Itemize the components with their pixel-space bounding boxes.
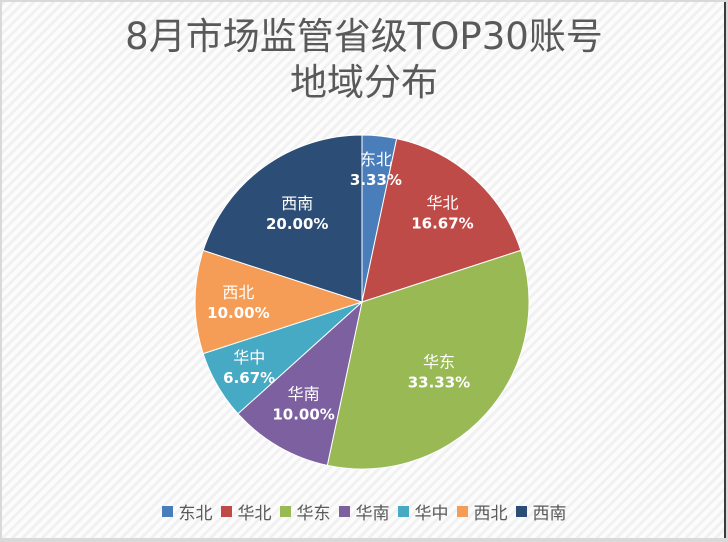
legend-label: 西北 (473, 504, 508, 524)
slice-label-3: 华南 10.00% (272, 384, 334, 423)
legend-label: 西南 (532, 504, 567, 524)
chart-title: 8月市场监管省级TOP30账号 地域分布 (0, 14, 728, 106)
slice-category-label: 华北 (426, 194, 458, 213)
chart-title-line-1: 8月市场监管省级TOP30账号 (125, 15, 603, 58)
slice-value-label: 10.00% (207, 304, 269, 322)
pie-slice-2 (326, 249, 530, 470)
slice-label-0: 东北 3.33% (350, 150, 402, 189)
slice-category-label: 西南 (281, 194, 313, 213)
pie-slice-6 (202, 134, 363, 303)
pie-slice-1 (361, 138, 522, 303)
chart-legend: 东北 华北 华东 华南 华中 西北 西南 (0, 499, 728, 524)
legend-swatch-icon (456, 506, 468, 517)
legend-item-3: 华南 (338, 499, 390, 524)
legend-label: 华南 (355, 504, 390, 524)
slice-label-2: 华东 33.33% (408, 352, 470, 391)
slice-label-6: 西南 20.00% (266, 194, 328, 233)
pie-slice-3 (237, 300, 363, 466)
legend-label: 华东 (296, 504, 331, 524)
slice-value-label: 20.00% (266, 215, 328, 233)
legend-label: 东北 (178, 504, 213, 524)
slice-label-5: 西北 10.00% (207, 283, 269, 322)
slice-category-label: 华中 (233, 348, 265, 367)
slice-category-label: 东北 (360, 150, 392, 169)
legend-swatch-icon (338, 506, 350, 517)
legend-label: 华北 (237, 504, 272, 524)
legend-item-4: 华中 (397, 499, 449, 524)
slice-value-label: 6.67% (223, 369, 275, 387)
slice-value-label: 3.33% (350, 171, 402, 189)
pie-slice-5 (194, 249, 364, 355)
slice-category-label: 华东 (423, 352, 455, 371)
legend-swatch-icon (515, 506, 527, 517)
slice-label-4: 华中 6.67% (223, 348, 275, 387)
legend-item-5: 西北 (456, 499, 508, 524)
legend-item-6: 西南 (515, 499, 567, 524)
slice-value-label: 10.00% (272, 405, 334, 423)
legend-swatch-icon (220, 506, 232, 517)
slice-category-label: 华南 (288, 384, 320, 403)
slice-value-label: 33.33% (408, 373, 470, 391)
slice-label-1: 华北 16.67% (411, 194, 473, 233)
legend-swatch-icon (279, 506, 291, 517)
chart-title-line-2: 地域分布 (290, 61, 438, 104)
legend-swatch-icon (397, 506, 409, 517)
slice-value-label: 16.67% (411, 215, 473, 233)
legend-item-2: 华东 (279, 499, 331, 524)
legend-swatch-icon (161, 506, 173, 517)
slice-category-label: 西北 (222, 283, 254, 302)
legend-item-1: 华北 (220, 499, 272, 524)
legend-label: 华中 (414, 504, 449, 524)
legend-item-0: 东北 (161, 499, 213, 524)
